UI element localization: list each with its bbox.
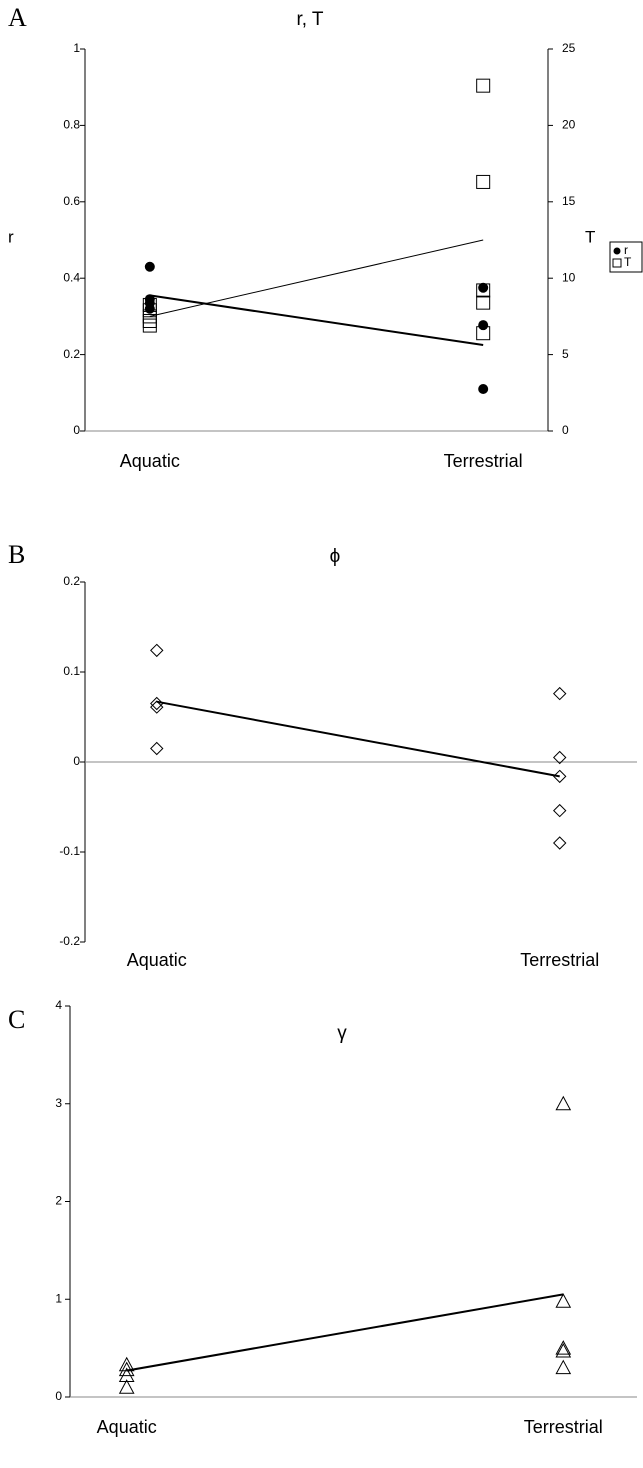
y2-axis-label: T — [585, 227, 595, 246]
point — [555, 1340, 572, 1355]
point — [476, 78, 491, 93]
y-tick-label: -0.1 — [59, 844, 80, 858]
point — [478, 383, 489, 394]
y-tick-label: 1 — [55, 1291, 62, 1305]
x-tick-label: Terrestrial — [520, 950, 599, 970]
point — [144, 303, 155, 314]
y-tick-label: 0.4 — [63, 270, 80, 284]
point — [553, 769, 567, 784]
y2-tick-label: 20 — [562, 118, 576, 132]
point — [118, 1379, 135, 1394]
x-tick-label: Terrestrial — [444, 451, 523, 471]
chart-title: ϕ — [330, 546, 341, 567]
point — [476, 283, 491, 298]
point — [118, 1367, 135, 1382]
point — [478, 282, 489, 293]
x-tick-label: Aquatic — [127, 950, 187, 970]
y-tick-label: 0 — [73, 754, 80, 768]
point — [555, 1343, 572, 1358]
mean-line — [126, 1293, 564, 1372]
point — [555, 1095, 572, 1111]
point — [553, 803, 567, 818]
y2-tick-label: 5 — [562, 347, 569, 361]
point — [553, 750, 567, 765]
y-tick-label: 1 — [73, 41, 80, 55]
legend-marker — [612, 258, 622, 268]
y-tick-label: 0.8 — [63, 118, 80, 132]
mean-line — [149, 294, 484, 347]
panel-letter: A — [8, 3, 27, 32]
point — [476, 326, 491, 341]
point — [476, 295, 491, 310]
y-tick-label: -0.2 — [59, 934, 80, 948]
point — [144, 261, 155, 272]
point — [150, 696, 164, 711]
legend-label: r — [624, 243, 628, 257]
point — [150, 741, 164, 756]
chart-title: γ — [337, 1023, 347, 1044]
mean-line — [156, 700, 560, 778]
y2-tick-label: 25 — [562, 41, 576, 55]
y-tick-label: 0 — [73, 423, 80, 437]
chart-title: r, T — [296, 9, 323, 30]
panel-letter: C — [8, 1005, 25, 1034]
point — [553, 686, 567, 701]
x-tick-label: Terrestrial — [524, 1417, 603, 1437]
y2-tick-label: 0 — [562, 423, 569, 437]
y-tick-label: 0.6 — [63, 194, 80, 208]
point — [118, 1361, 135, 1377]
y-tick-label: 0 — [55, 1389, 62, 1403]
mean-line — [149, 239, 484, 317]
y2-tick-label: 10 — [562, 270, 576, 284]
y2-tick-label: 15 — [562, 194, 576, 208]
point — [555, 1293, 572, 1308]
y-tick-label: 0.2 — [63, 574, 80, 588]
y-tick-label: 0.2 — [63, 347, 80, 361]
y-tick-label: 2 — [55, 1194, 62, 1208]
y-tick-label: 4 — [55, 998, 62, 1012]
y-axis-label: r — [8, 227, 14, 246]
point — [478, 320, 489, 331]
point — [150, 700, 164, 714]
point — [118, 1356, 135, 1372]
panel-letter: B — [8, 540, 25, 569]
point — [476, 174, 491, 189]
point — [150, 643, 164, 658]
x-tick-label: Aquatic — [97, 1417, 157, 1437]
point — [555, 1359, 572, 1375]
y-tick-label: 3 — [55, 1096, 62, 1110]
y-tick-label: 0.1 — [63, 664, 80, 678]
legend-marker — [613, 247, 621, 255]
x-tick-label: Aquatic — [120, 451, 180, 471]
point — [553, 836, 567, 850]
point — [142, 318, 157, 333]
legend-label: T — [624, 255, 632, 269]
